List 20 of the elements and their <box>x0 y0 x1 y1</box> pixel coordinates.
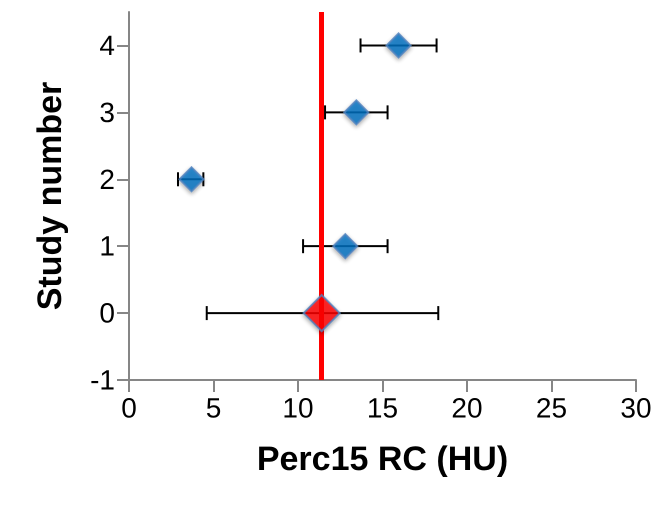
y-tick-label: 2 <box>99 164 115 195</box>
x-tick-label: 5 <box>206 392 222 424</box>
point <box>178 166 205 192</box>
x-axis-title: Perc15 RC (HU) <box>256 440 508 478</box>
x-tick-label: 10 <box>282 392 314 424</box>
point <box>332 233 358 260</box>
x-tick-label: 15 <box>366 392 398 424</box>
point <box>302 294 341 332</box>
x-tick-label: 0 <box>121 392 137 424</box>
y-tick-label: 0 <box>99 298 115 329</box>
point <box>343 99 370 126</box>
y-tick-label: 1 <box>99 230 115 262</box>
y-tick-label: -1 <box>90 364 115 396</box>
x-tick-label: 30 <box>620 392 652 424</box>
x-tick-label: 20 <box>451 392 483 424</box>
point <box>386 32 412 58</box>
y-tick-label: 4 <box>99 30 115 61</box>
x-tick-label: 25 <box>536 392 568 424</box>
y-tick-label: 3 <box>99 96 115 128</box>
y-axis-title: Study number <box>31 82 69 310</box>
